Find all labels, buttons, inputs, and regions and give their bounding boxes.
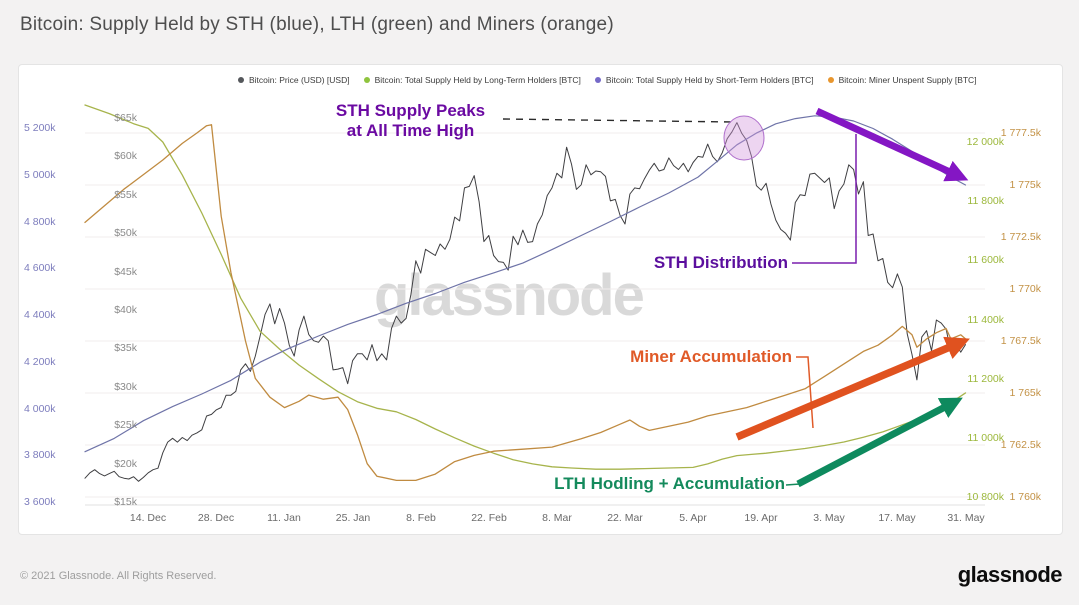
axis-tick: $35k (114, 342, 137, 354)
gridlines (85, 132, 985, 506)
axis-tick: $25k (114, 419, 137, 431)
x-axis-tick: 11. Jan (267, 512, 301, 524)
annotation-sth-supply-peaks: STH Supply Peaks at All Time High (318, 101, 503, 141)
annotation-shapes (502, 107, 970, 488)
x-axis-tick: 22. Feb (471, 512, 507, 524)
axis-tick: $40k (114, 304, 137, 316)
ath-dashed-connector (502, 118, 735, 123)
axis-tick: 5 200k (24, 122, 56, 134)
legend-dot-icon (827, 77, 834, 83)
copyright-text: © 2021 Glassnode. All Rights Reserved. (20, 570, 217, 582)
legend-item[interactable]: Bitcoin: Total Supply Held by Short-Term… (594, 75, 814, 85)
glassnode-watermark: glassnode (374, 263, 645, 328)
axis-tick: $20k (114, 458, 137, 470)
glassnode-logo: glassnode (957, 562, 1063, 587)
annotation-line2: at All Time High (346, 121, 475, 140)
axis-tick: $60k (114, 150, 137, 162)
x-axis-tick: 14. Dec (129, 512, 167, 524)
data-series (84, 104, 967, 482)
legend-dot-icon (594, 77, 601, 83)
axis-tick: 4 200k (24, 356, 56, 368)
axis-tick: $50k (114, 227, 137, 239)
legend-label: Bitcoin: Total Supply Held by Long-Term … (374, 75, 581, 85)
axis-tick: 1 760k (1009, 491, 1041, 503)
annotation-lth-hodling: LTH Hodling + Accumulation (554, 474, 785, 493)
series-sth (84, 115, 967, 453)
sth-distribution-connector (792, 134, 857, 264)
axis-tick: $55k (114, 189, 137, 201)
axis-tick: 1 777.5k (1000, 127, 1041, 139)
axis-tick: 1 770k (1009, 283, 1041, 295)
series-miner (84, 124, 967, 482)
axis-tick: 4 400k (24, 309, 56, 321)
x-axis-tick: 25. Jan (335, 512, 371, 524)
x-axis-tick: 28. Dec (197, 512, 235, 524)
axis-tick: $45k (114, 266, 137, 278)
axis-tick: 1 767.5k (1000, 335, 1041, 347)
x-axis-tick: 8. Feb (406, 512, 436, 524)
x-axis-tick: 19. Apr (744, 512, 778, 524)
x-axis-tick: 5. Apr (679, 512, 707, 524)
axis-tick: $65k (114, 112, 137, 124)
series-price (84, 122, 966, 482)
legend-item[interactable]: Bitcoin: Total Supply Held by Long-Term … (363, 75, 581, 85)
legend-label: Bitcoin: Miner Unspent Supply [BTC] (838, 75, 977, 85)
legend-label: Bitcoin: Total Supply Held by Short-Term… (605, 75, 814, 85)
x-axis-tick: 31. May (947, 512, 985, 524)
x-axis-tick: 8. Mar (542, 512, 572, 524)
axis-tick: 1 772.5k (1000, 231, 1041, 243)
axis-tick: 11 000k (967, 432, 1004, 444)
legend-dot-icon (238, 77, 244, 83)
axis-tick: $30k (114, 381, 137, 393)
axis-tick: 11 800k (967, 195, 1004, 207)
axis-tick: 3 800k (24, 449, 56, 461)
miner-accumulation-arrow (735, 336, 970, 441)
legend-dot-icon (363, 77, 370, 83)
axis-tick: 11 400k (967, 314, 1004, 326)
annotation-miner-accumulation: Miner Accumulation (630, 347, 792, 366)
axis-tick: 1 762.5k (1000, 439, 1041, 451)
axis-tick: 11 600k (967, 254, 1004, 266)
annotation-sth-distribution: STH Distribution (653, 253, 788, 272)
sth-distribution-arrow (815, 107, 969, 182)
axis-tick: 12 000k (966, 136, 1004, 148)
page-title: Bitcoin: Supply Held by STH (blue), LTH … (20, 14, 614, 35)
axis-tick: 4 600k (24, 262, 56, 274)
axis-tick: 1 775k (1009, 179, 1041, 191)
axis-tick: $15k (114, 496, 137, 508)
legend-label: Bitcoin: Price (USD) [USD] (249, 75, 350, 85)
x-axis-tick: 3. May (813, 512, 845, 524)
series-lth (84, 104, 967, 470)
axis-tick: 4 800k (24, 216, 56, 228)
axis-tick: 1 765k (1009, 387, 1041, 399)
axis-tick: 4 000k (24, 403, 56, 415)
axis-tick: 10 800k (966, 491, 1004, 503)
x-axis-tick: 22. Mar (607, 512, 643, 524)
ath-highlight-circle (723, 115, 765, 161)
lth-accumulation-arrow (796, 397, 963, 488)
axis-tick: 11 200k (967, 373, 1004, 385)
axis-tick: 5 000k (24, 169, 56, 181)
legend-item[interactable]: Bitcoin: Miner Unspent Supply [BTC] (827, 75, 977, 85)
axis-tick: 3 600k (24, 496, 56, 508)
annotation-line1: STH Supply Peaks (335, 101, 486, 120)
chart-legend: Bitcoin: Price (USD) [USD] Bitcoin: Total… (238, 75, 977, 85)
lth-hodling-connector (785, 483, 801, 486)
x-axis-tick: 17. May (878, 512, 916, 524)
legend-item[interactable]: Bitcoin: Price (USD) [USD] (238, 75, 350, 85)
